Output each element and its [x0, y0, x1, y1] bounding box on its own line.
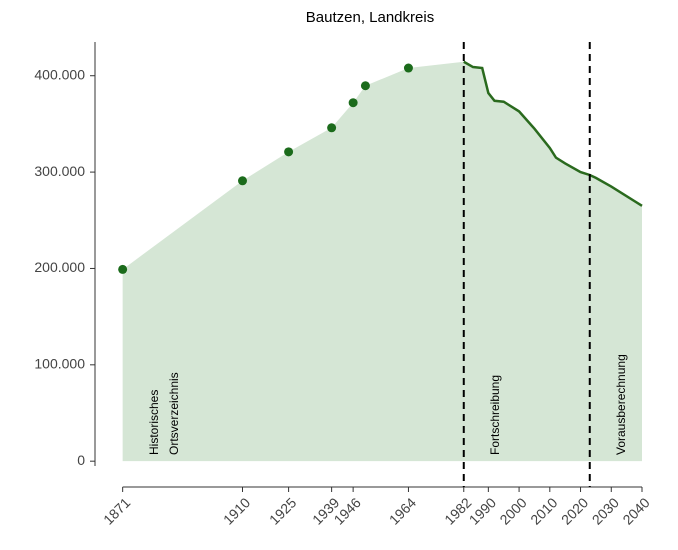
x-tick-label: 2030 [589, 494, 622, 527]
x-tick-label: 1990 [466, 494, 499, 527]
x-tick-label: 2010 [527, 494, 560, 527]
point [238, 176, 248, 186]
segment-label: Vorausberechnung [614, 354, 628, 455]
x-tick-label: 2000 [496, 494, 529, 527]
point [118, 264, 128, 274]
x-tick-label: 1925 [266, 494, 299, 527]
y-tick-label: 100.000 [34, 356, 85, 372]
y-tick-label: 300.000 [34, 163, 85, 179]
segment-label: Ortsverzeichnis [167, 372, 181, 455]
y-tick-label: 400.000 [34, 66, 85, 82]
x-tick-label: 1982 [441, 494, 474, 527]
segment-label: Historisches [147, 390, 161, 455]
x-tick-label: 1964 [386, 494, 419, 527]
point [403, 63, 413, 73]
point [360, 81, 370, 91]
chart-title: Bautzen, Landkreis [306, 9, 434, 26]
x-tick-label: 2040 [619, 494, 652, 527]
x-tick-label: 2020 [558, 494, 591, 527]
point [284, 147, 294, 157]
x-tick-label: 1871 [100, 494, 133, 527]
x-tick-label: 1910 [220, 494, 253, 527]
line [463, 60, 643, 207]
point [348, 98, 358, 108]
y-tick-label: 200.000 [34, 259, 85, 275]
segment-label: Fortschreibung [488, 375, 502, 455]
y-tick-label: 0 [77, 452, 85, 468]
area [122, 61, 643, 462]
point [327, 123, 337, 133]
